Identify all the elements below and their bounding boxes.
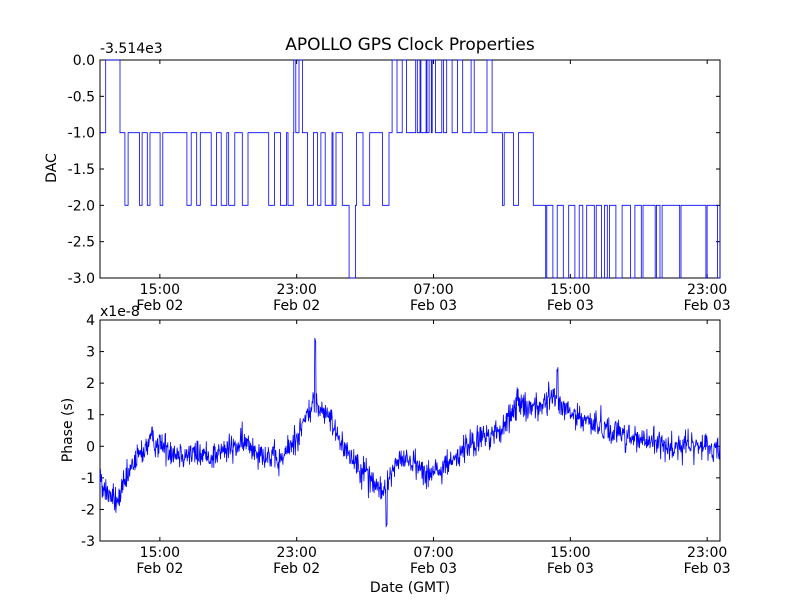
phase-xtick-time: 23:00 [687, 545, 727, 561]
dac-xtick-date: Feb 03 [410, 298, 457, 314]
phase-ytick-label: -2 [81, 502, 95, 518]
phase-xtick-date: Feb 02 [136, 561, 183, 577]
phase-xtick-time: 15:00 [140, 545, 180, 561]
dac-xtick-date: Feb 03 [684, 298, 731, 314]
dac-xtick-time: 07:00 [413, 282, 453, 298]
phase-xtick-time: 07:00 [413, 545, 453, 561]
dac-ytick-label: -1.5 [68, 162, 95, 178]
phase-xtick-date: Feb 03 [410, 561, 457, 577]
phase-xtick-date: Feb 02 [273, 561, 320, 577]
phase-offset-label: x1e-8 [100, 304, 140, 320]
dac-xtick-date: Feb 03 [547, 298, 594, 314]
phase-series-line [99, 337, 721, 528]
dac-ytick-label: -2.5 [68, 235, 95, 251]
phase-ytick-label: -1 [81, 471, 95, 487]
phase-xtick-time: 23:00 [277, 545, 317, 561]
dac-xtick-time: 15:00 [550, 282, 590, 298]
dac-ytick-label: 0.0 [73, 53, 95, 69]
dac-xtick-time: 23:00 [277, 282, 317, 298]
phase-ytick-label: 4 [86, 313, 95, 329]
dac-ytick-label: -1.0 [68, 126, 95, 142]
chart-title: APOLLO GPS Clock Properties [285, 35, 535, 55]
phase-xtick-date: Feb 03 [684, 561, 731, 577]
phase-ytick-label: 2 [86, 376, 95, 392]
dac-series-line [100, 59, 721, 279]
dac-xtick-date: Feb 02 [273, 298, 320, 314]
dac-offset-label: -3.514e3 [100, 41, 163, 57]
dac-xtick-date: Feb 02 [136, 298, 183, 314]
dac-ytick-label: -0.5 [68, 89, 95, 105]
phase-ytick-label: 0 [86, 439, 95, 455]
phase-xtick-time: 15:00 [550, 545, 590, 561]
phase-ytick-label: -3 [81, 534, 95, 550]
phase-ytick-label: 1 [86, 408, 95, 424]
phase-ylabel: Phase (s) [60, 398, 76, 462]
phase-frame [99, 319, 721, 542]
dac-ytick-label: -3.0 [68, 271, 95, 287]
phase-xtick-date: Feb 03 [547, 561, 594, 577]
dac-ylabel: DAC [44, 153, 60, 183]
phase-ytick-label: 3 [86, 345, 95, 361]
dac-ytick-label: -2.0 [68, 198, 95, 214]
dac-xtick-time: 15:00 [140, 282, 180, 298]
phase-xlabel: Date (GMT) [370, 580, 450, 596]
dac-xtick-time: 23:00 [687, 282, 727, 298]
